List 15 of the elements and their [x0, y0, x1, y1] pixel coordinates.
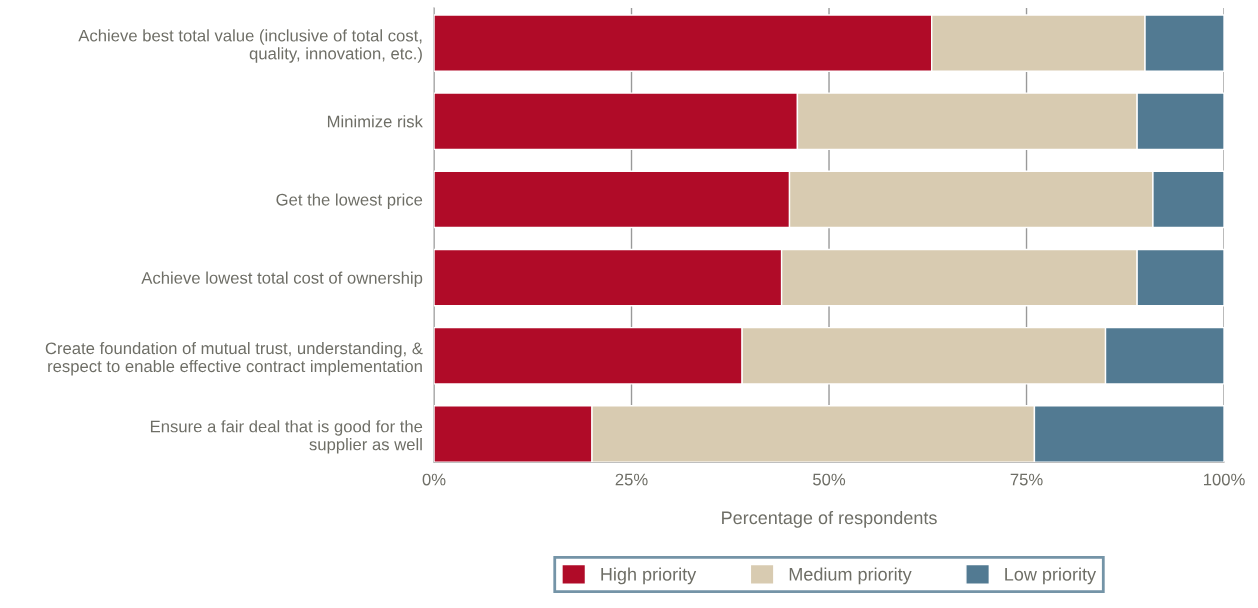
legend-label: Medium priority	[789, 567, 912, 585]
x-axis-title: Percentage of respondents	[722, 510, 937, 528]
legend-label: Low priority	[1005, 567, 1097, 585]
y-tick-label: Get the lowest price	[276, 193, 423, 209]
y-tick-label: Minimize risk	[327, 115, 423, 128]
legend-label: High priority	[601, 567, 697, 585]
y-tick-label: Create foundation of mutual trust, understanding, & respect to enable effective contract implementation	[45, 341, 423, 376]
x-tick-label: 75%	[1010, 473, 1043, 486]
x-tick-label: 25%	[615, 473, 648, 486]
y-tick-label: Achieve best total value (inclusive of total cost, quality, innovation, etc.)	[78, 29, 422, 63]
y-tick-label: Ensure a fair deal that is good for the supplier as well	[150, 420, 423, 454]
x-tick-label: 50%	[813, 473, 846, 486]
y-tick-label: Achieve lowest total cost of ownership	[141, 271, 423, 288]
x-tick-label: 0%	[422, 473, 446, 486]
x-tick-label: 100%	[1203, 473, 1245, 486]
